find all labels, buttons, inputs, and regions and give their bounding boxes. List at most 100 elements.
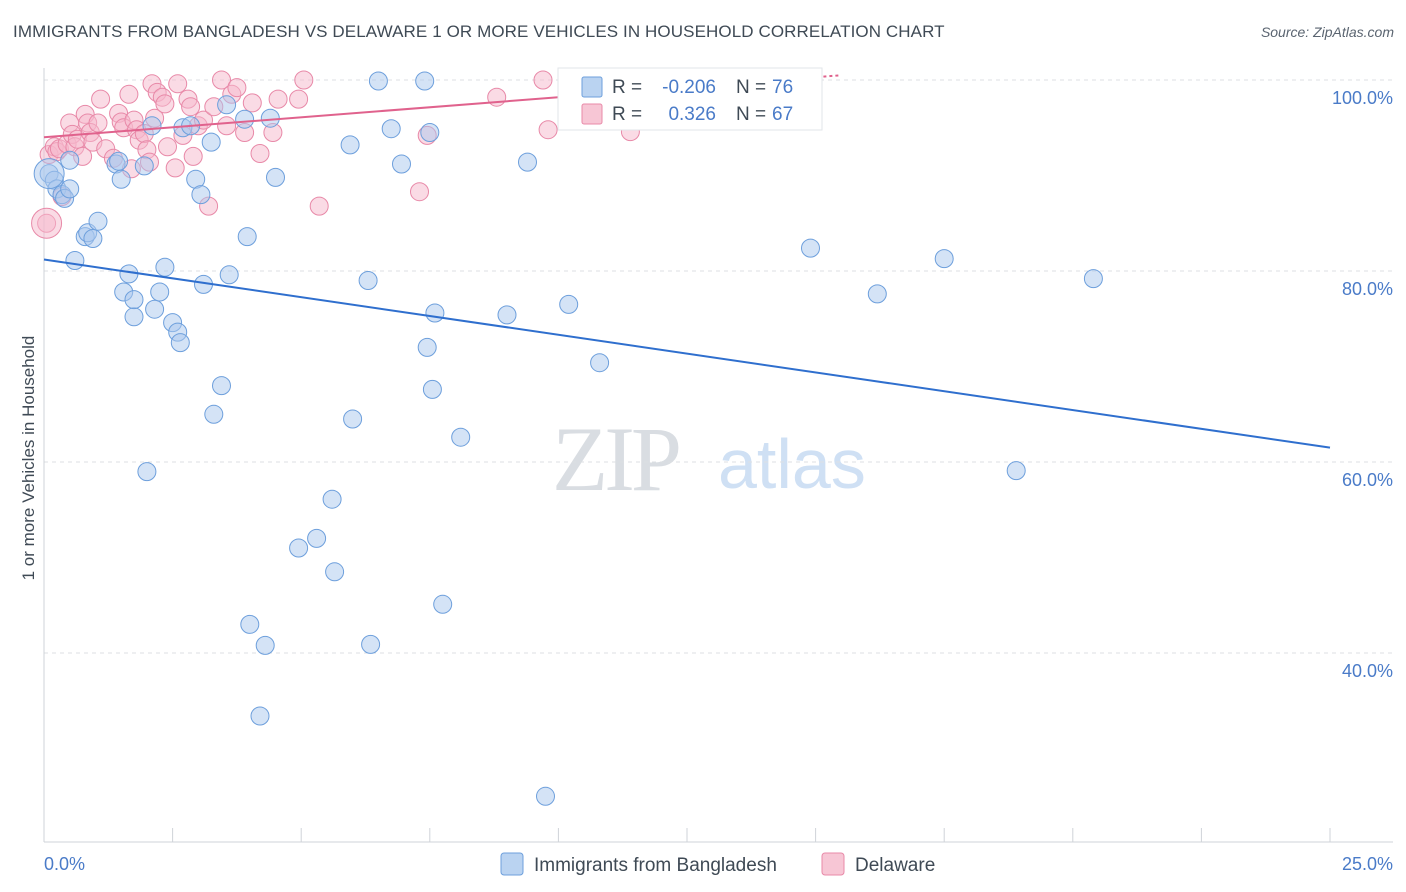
immigrants-from-bangladesh-point <box>83 229 103 248</box>
delaware-point <box>289 89 309 109</box>
watermark-atlas: atlas <box>718 425 866 503</box>
bangladesh-points <box>33 71 1103 806</box>
stats-blue-n-label: N = <box>736 77 766 98</box>
immigrants-from-bangladesh-point <box>191 185 211 205</box>
immigrants-from-bangladesh-point <box>340 135 360 155</box>
immigrants-from-bangladesh-point <box>361 634 381 654</box>
immigrants-from-bangladesh-point <box>137 462 157 482</box>
delaware-point <box>309 196 329 216</box>
x-tick-min: 0.0% <box>44 854 85 874</box>
stats-pink-n-value: 67 <box>772 104 793 125</box>
delaware-point-large <box>31 207 63 239</box>
delaware-point <box>533 70 553 90</box>
immigrants-from-bangladesh-point <box>425 303 445 323</box>
stats-blue-r-value: -0.206 <box>662 77 716 98</box>
y-tick-label-0: 100.0% <box>1332 88 1393 108</box>
stats-pink-n-label: N = <box>736 104 766 125</box>
immigrants-from-bangladesh-point <box>255 635 275 655</box>
delaware-point <box>88 113 108 133</box>
stats-pink-r-value: 0.326 <box>668 104 716 125</box>
immigrants-from-bangladesh-point <box>142 116 162 136</box>
stats-blue-r-label: R = <box>612 77 642 98</box>
y-tick-label-2: 60.0% <box>1342 470 1393 490</box>
immigrants-from-bangladesh-point <box>65 251 85 270</box>
gridlines <box>44 79 1393 654</box>
immigrants-from-bangladesh-point <box>109 151 129 171</box>
chart-title: IMMIGRANTS FROM BANGLADESH VS DELAWARE 1… <box>13 22 945 41</box>
immigrants-from-bangladesh-point <box>1083 269 1103 289</box>
immigrants-from-bangladesh-point <box>518 152 537 172</box>
stats-blue-n-value: 76 <box>772 77 793 98</box>
delaware-point <box>250 144 270 163</box>
chart-source: Source: ZipAtlas.com <box>1260 24 1394 40</box>
delaware-point <box>294 70 314 90</box>
immigrants-from-bangladesh-point <box>559 294 579 314</box>
bangladesh-trendline <box>43 258 1331 449</box>
legend-swatch-bangladesh <box>500 852 524 876</box>
immigrants-from-bangladesh-point <box>417 337 437 357</box>
watermark-zip: ZIP <box>552 408 679 510</box>
immigrants-from-bangladesh-point <box>219 265 239 285</box>
immigrants-from-bangladesh-point <box>392 154 411 174</box>
legend-label-bangladesh: Immigrants from Bangladesh <box>534 855 777 876</box>
immigrants-from-bangladesh-point <box>289 538 309 558</box>
y-tick-label-1: 80.0% <box>1342 279 1393 299</box>
stats-swatch-pink <box>581 103 603 125</box>
immigrants-from-bangladesh-point <box>358 271 378 290</box>
watermark: ZIP atlas <box>552 408 866 510</box>
immigrants-from-bangladesh-point <box>201 132 221 152</box>
delaware-point <box>168 74 188 94</box>
immigrants-from-bangladesh-point <box>170 333 190 353</box>
delaware-point <box>212 70 231 90</box>
legend-label-delaware: Delaware <box>855 855 935 876</box>
immigrants-from-bangladesh-point <box>60 150 80 170</box>
delaware-point <box>158 137 177 157</box>
immigrants-from-bangladesh-point <box>536 786 555 806</box>
immigrants-from-bangladesh-point <box>88 211 108 231</box>
immigrants-from-bangladesh-point <box>235 109 255 129</box>
delaware-point <box>538 120 558 140</box>
delaware-point <box>242 93 262 113</box>
immigrants-from-bangladesh-point <box>237 227 257 247</box>
immigrants-from-bangladesh-point <box>867 284 887 304</box>
immigrants-from-bangladesh-point <box>433 594 453 614</box>
immigrants-from-bangladesh-point <box>497 305 517 325</box>
delaware-point <box>181 97 201 117</box>
immigrants-from-bangladesh-point <box>381 119 401 139</box>
immigrants-from-bangladesh-point <box>250 706 270 726</box>
immigrants-from-bangladesh-point <box>266 167 285 187</box>
y-tick-labels: 100.0% 80.0% 60.0% 40.0% <box>1332 88 1393 681</box>
delaware-point <box>91 89 111 109</box>
immigrants-from-bangladesh-point <box>1006 461 1026 481</box>
delaware-trendline <box>43 94 585 139</box>
stats-pink-r-label: R = <box>612 104 642 125</box>
immigrants-from-bangladesh-point <box>590 353 610 373</box>
immigrants-from-bangladesh-point <box>217 95 237 115</box>
delaware-point <box>155 94 175 114</box>
legend: Immigrants from Bangladesh Delaware <box>500 852 935 876</box>
immigrants-from-bangladesh-point <box>325 562 345 582</box>
immigrants-from-bangladesh-point <box>212 376 231 396</box>
stats-box: R = -0.206 N = 76 R = 0.326 N = 67 <box>557 67 823 131</box>
delaware-point <box>119 84 139 104</box>
immigrants-from-bangladesh-point <box>322 489 342 509</box>
immigrants-from-bangladesh-point <box>801 238 820 258</box>
immigrants-from-bangladesh-point <box>134 156 154 176</box>
immigrants-from-bangladesh-point <box>415 71 435 91</box>
immigrants-from-bangladesh-point <box>124 307 144 327</box>
immigrants-from-bangladesh-point <box>119 264 139 284</box>
immigrants-from-bangladesh-point <box>155 257 175 277</box>
immigrants-from-bangladesh-point <box>343 409 363 429</box>
delaware-point <box>268 89 288 109</box>
immigrants-from-bangladesh-point <box>307 528 327 548</box>
immigrants-from-bangladesh-point <box>111 169 131 189</box>
immigrants-from-bangladesh-point <box>60 179 80 199</box>
delaware-point <box>410 182 429 202</box>
delaware-point <box>165 158 185 178</box>
legend-swatch-delaware <box>821 852 845 876</box>
immigrants-from-bangladesh-point <box>934 249 954 269</box>
immigrants-from-bangladesh-point-large <box>33 158 65 190</box>
immigrants-from-bangladesh-point <box>240 614 260 634</box>
immigrants-from-bangladesh-point <box>124 290 144 310</box>
